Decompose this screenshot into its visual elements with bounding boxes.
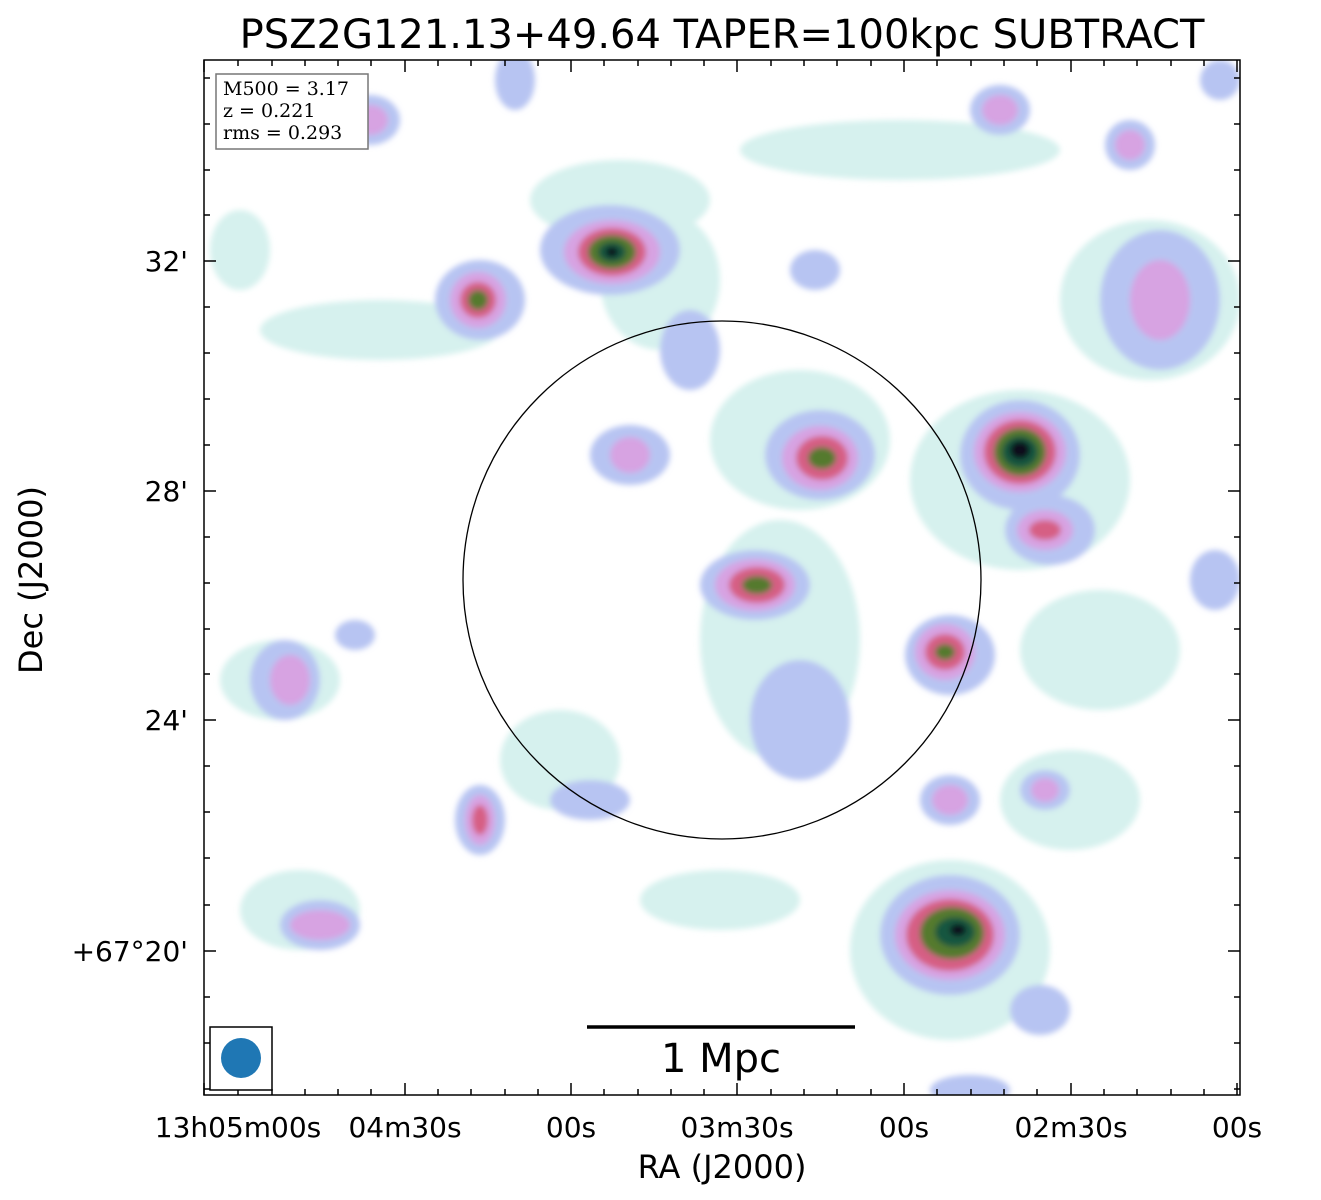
y-tick-labels: 32' 28' 24' +67°20' <box>72 245 188 968</box>
x-axis-label: RA (J2000) <box>638 1148 807 1186</box>
plot-title: PSZ2G121.13+49.64 TAPER=100kpc SUBTRACT <box>240 12 1205 58</box>
info-m500: M500 = 3.17 <box>223 78 349 100</box>
y-tick-label: 28' <box>145 475 188 508</box>
y-tick-label: 32' <box>145 245 188 278</box>
scale-bar-label: 1 Mpc <box>661 1036 781 1082</box>
x-tick-label: 00s <box>1212 1111 1262 1144</box>
plot-frame <box>203 59 1241 1096</box>
x-tick-labels: 13h05m00s 04m30s 00s 03m30s 00s 02m30s 0… <box>155 1111 1262 1144</box>
y-tick-label: 24' <box>145 704 188 737</box>
x-tick-label: 00s <box>879 1111 929 1144</box>
y-axis-label: Dec (J2000) <box>12 486 50 674</box>
beam-indicator <box>209 1026 273 1091</box>
beam-ellipse-icon <box>221 1038 261 1078</box>
info-redshift: z = 0.221 <box>223 100 315 122</box>
x-tick-label: 04m30s <box>348 1111 461 1144</box>
y-tick-label: +67°20' <box>72 935 188 968</box>
r500-circle <box>462 320 982 840</box>
emission-map <box>210 60 1240 1095</box>
x-tick-label: 03m30s <box>680 1111 793 1144</box>
scale-bar: 1 Mpc <box>587 1025 855 1082</box>
info-box: M500 = 3.17 z = 0.221 rms = 0.293 <box>215 73 369 150</box>
x-tick-label: 00s <box>546 1111 596 1144</box>
x-tick-label: 13h05m00s <box>155 1111 322 1144</box>
tick-marks <box>203 60 1240 1095</box>
info-rms: rms = 0.293 <box>223 122 342 144</box>
x-tick-label: 02m30s <box>1014 1111 1127 1144</box>
